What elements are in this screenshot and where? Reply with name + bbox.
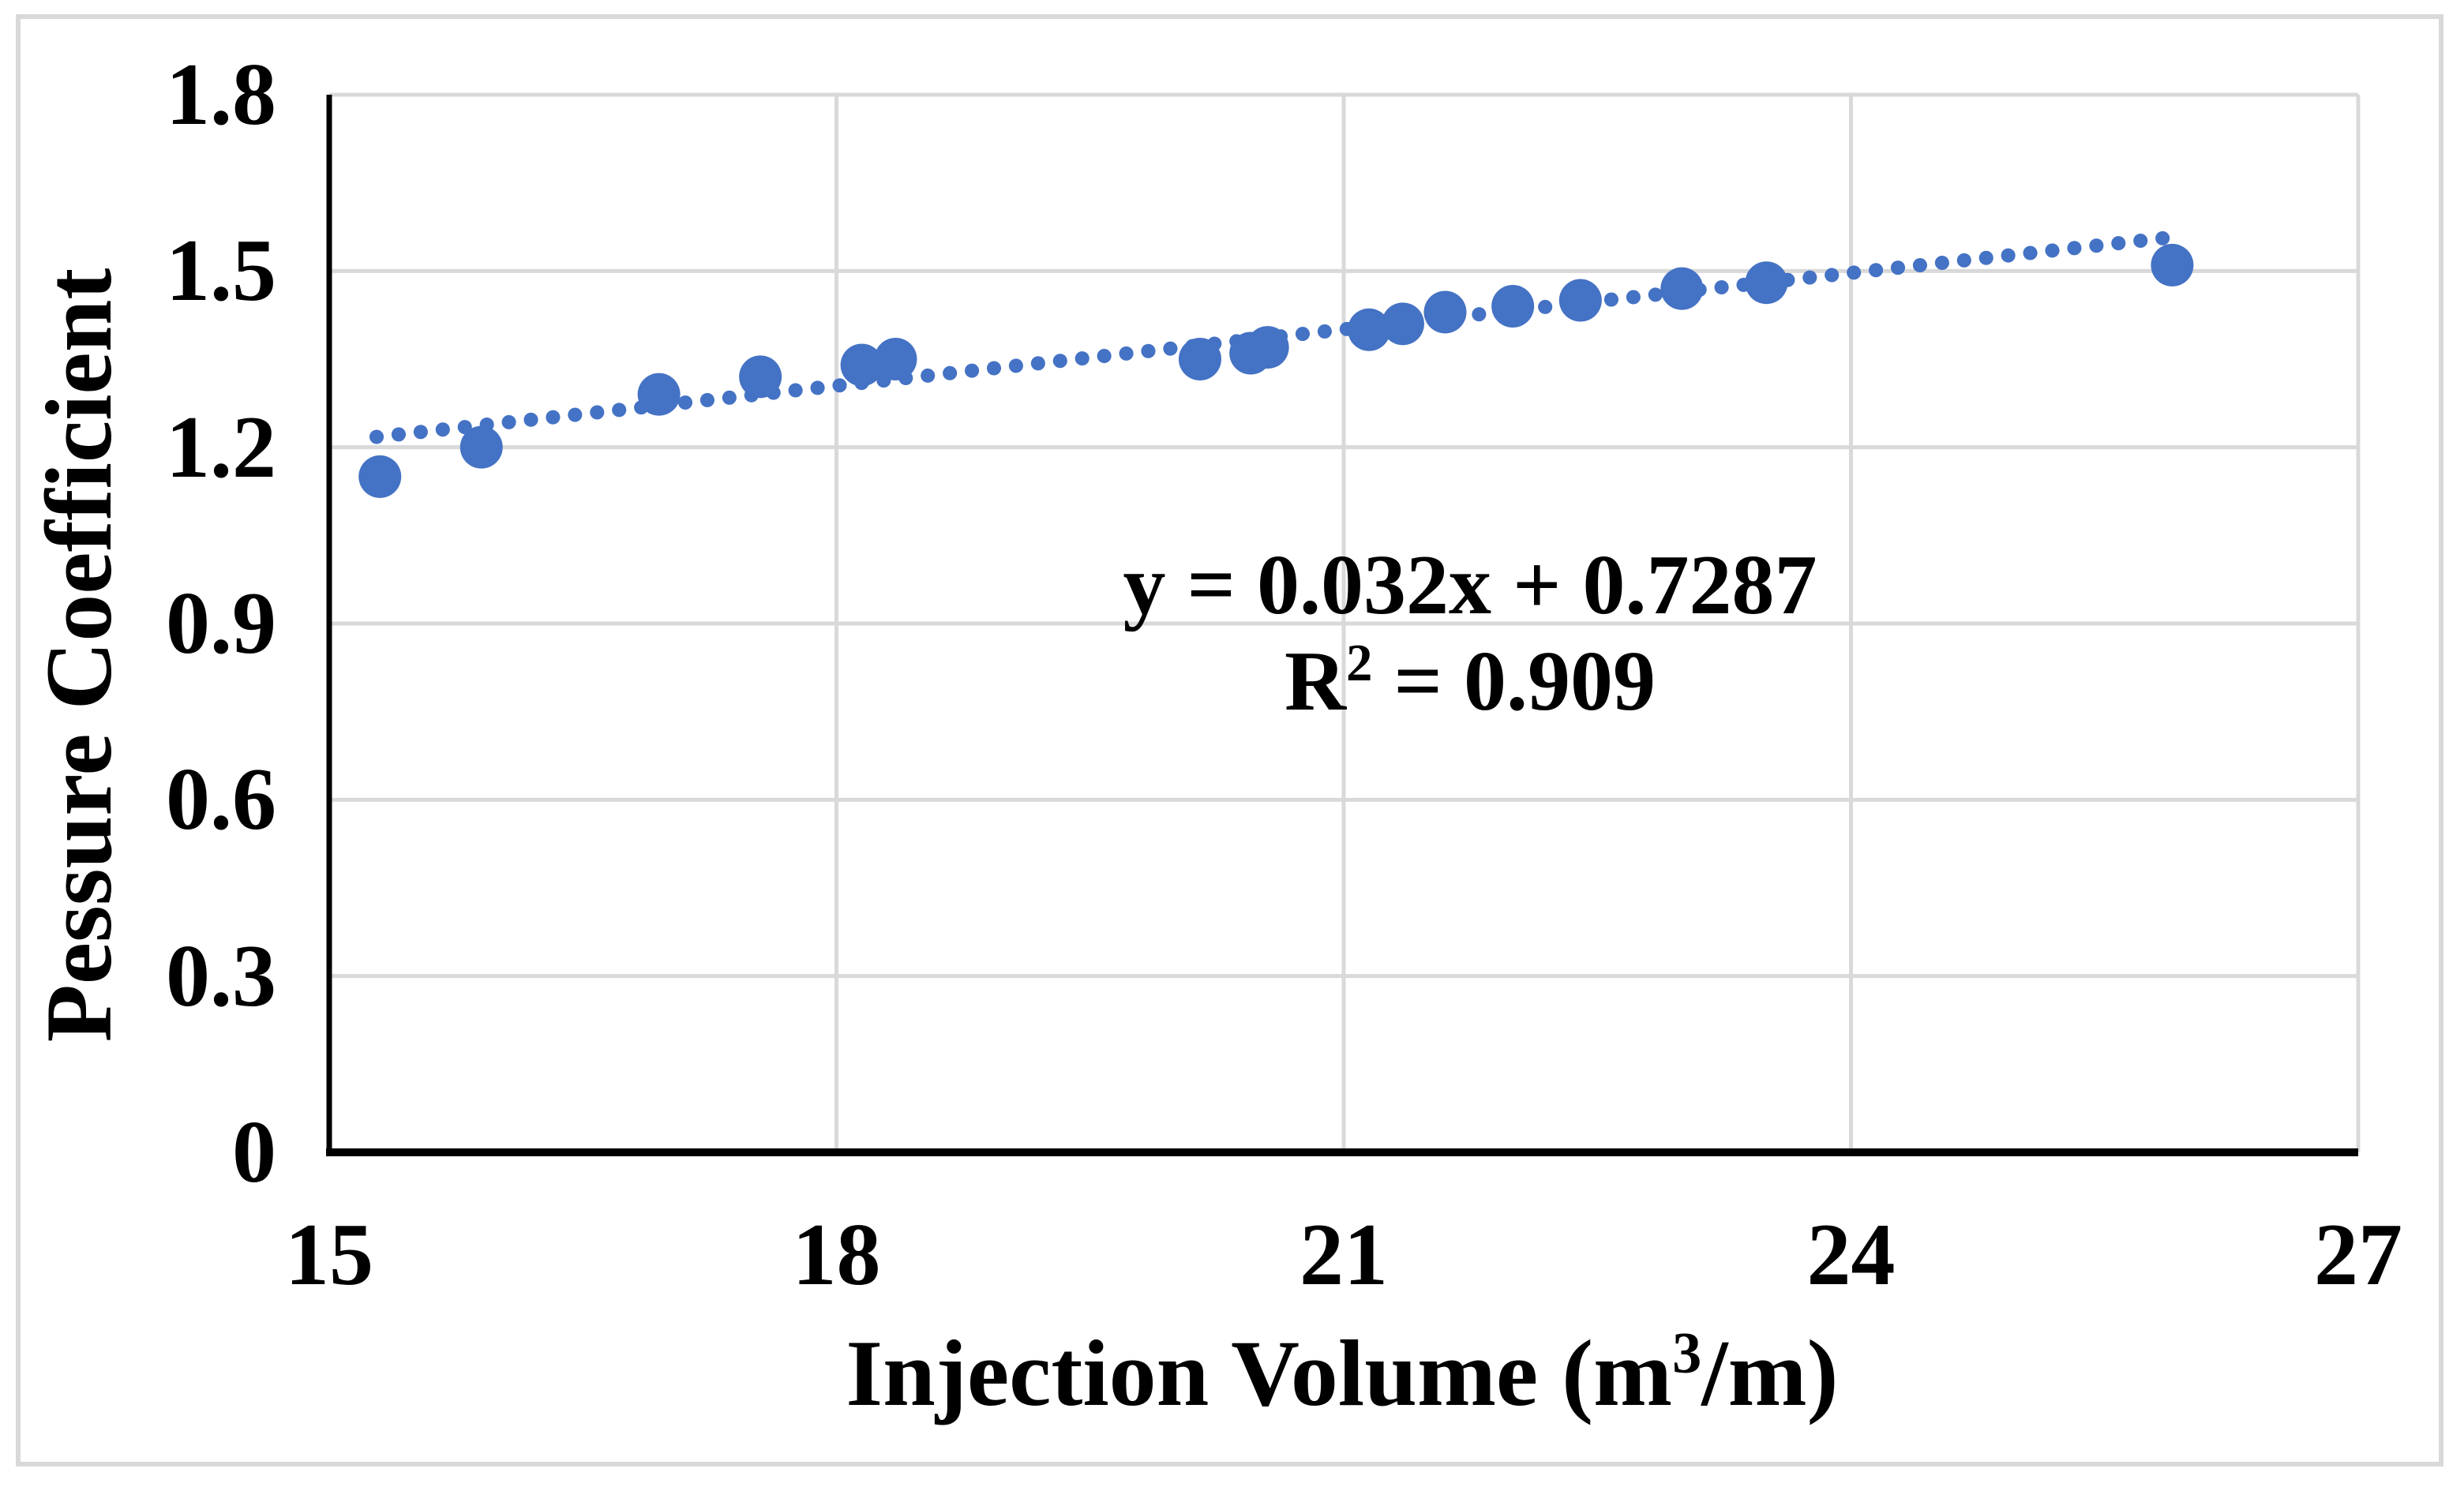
data-point: [1381, 302, 1424, 346]
x-tick-label: 27: [2314, 1206, 2402, 1304]
r-squared-label: R2 = 0.909: [1285, 633, 1656, 741]
y-tick-label: 0.6: [166, 751, 276, 849]
x-tick-label: 21: [1300, 1206, 1388, 1304]
figure-border-frame: [16, 14, 2443, 1466]
x-tick-label: 18: [792, 1206, 881, 1304]
y-tick-label: 0: [232, 1103, 276, 1201]
x-axis-title-text: Injection Volume (m: [846, 1320, 1673, 1425]
y-tick-label: 0.9: [166, 575, 276, 672]
y-tick-label: 1.5: [166, 222, 276, 320]
data-point: [459, 425, 503, 469]
x-tick-label: 15: [285, 1206, 373, 1304]
trendline: [369, 230, 2171, 444]
y-axis-title: Pessure Coefficient: [26, 268, 131, 1043]
x-axis-title-superscript: 3: [1672, 1321, 1702, 1387]
x-axis-title: Injection Volume (m3/m): [846, 1318, 1838, 1441]
data-point: [2151, 243, 2194, 287]
x-tick-label: 24: [1806, 1206, 1896, 1304]
data-point: [840, 343, 883, 387]
y-tick-label: 0.3: [166, 927, 276, 1025]
x-axis-title-text-end: /m): [1701, 1320, 1839, 1425]
r-squared-superscript: 2: [1345, 634, 1373, 693]
trendline-equation: y = 0.032x + 0.7287: [1123, 538, 1817, 632]
r-squared-r: R: [1284, 635, 1346, 729]
y-tick-label: 1.8: [166, 46, 276, 144]
data-point: [874, 338, 917, 380]
r-squared-value: = 0.909: [1372, 635, 1656, 729]
data-point: [358, 455, 402, 498]
y-tick-label: 1.2: [166, 398, 276, 496]
